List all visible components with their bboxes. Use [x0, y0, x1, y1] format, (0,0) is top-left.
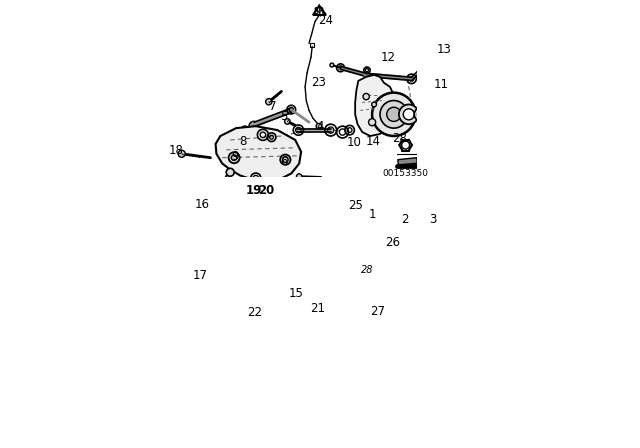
Circle shape [417, 110, 426, 118]
Polygon shape [376, 227, 385, 231]
Circle shape [280, 155, 291, 165]
Circle shape [403, 109, 414, 120]
Text: 4: 4 [317, 120, 324, 133]
Polygon shape [203, 237, 220, 252]
Text: 28: 28 [361, 265, 374, 275]
Text: 26: 26 [385, 236, 401, 249]
Circle shape [399, 104, 419, 124]
Polygon shape [368, 215, 394, 237]
Text: 18: 18 [169, 144, 184, 157]
Circle shape [414, 107, 429, 121]
Text: SR: SR [314, 7, 325, 16]
Circle shape [207, 202, 216, 212]
Text: 6: 6 [280, 155, 288, 168]
Circle shape [283, 157, 288, 163]
Text: 11: 11 [433, 78, 449, 91]
Text: 2: 2 [401, 214, 408, 227]
Circle shape [369, 119, 376, 126]
Text: 00153350: 00153350 [383, 169, 429, 178]
Circle shape [228, 152, 239, 163]
Circle shape [387, 107, 401, 121]
Text: 21: 21 [310, 302, 326, 315]
Circle shape [372, 93, 415, 136]
Circle shape [178, 150, 185, 157]
Text: 16: 16 [195, 198, 210, 211]
Text: 19: 19 [246, 184, 262, 197]
Text: 15: 15 [289, 287, 303, 300]
Text: 7: 7 [269, 100, 276, 113]
Text: 5: 5 [280, 110, 287, 123]
Polygon shape [397, 158, 417, 165]
Text: 10: 10 [347, 136, 362, 149]
Text: 14: 14 [365, 135, 380, 148]
Text: 8: 8 [239, 135, 247, 148]
Text: 27: 27 [371, 305, 385, 318]
Circle shape [363, 94, 369, 100]
Text: 24: 24 [318, 14, 333, 27]
Circle shape [330, 63, 334, 67]
Polygon shape [216, 126, 301, 181]
Text: 25: 25 [348, 199, 363, 212]
Text: 22: 22 [248, 306, 262, 319]
Text: 28: 28 [392, 132, 407, 145]
Text: 3: 3 [429, 214, 437, 227]
Circle shape [380, 100, 408, 128]
Text: 9: 9 [231, 151, 238, 164]
Circle shape [316, 123, 322, 129]
Text: 17: 17 [193, 269, 208, 283]
Circle shape [296, 174, 302, 179]
Polygon shape [355, 75, 394, 136]
Circle shape [285, 119, 290, 124]
Text: 23: 23 [312, 76, 326, 89]
Text: 1: 1 [369, 207, 376, 220]
Text: 20: 20 [258, 184, 274, 197]
Text: 12: 12 [380, 52, 396, 65]
Text: 13: 13 [436, 43, 451, 56]
Circle shape [372, 102, 376, 107]
Circle shape [266, 99, 272, 105]
Circle shape [232, 155, 237, 160]
Circle shape [226, 168, 234, 176]
Polygon shape [374, 220, 387, 227]
